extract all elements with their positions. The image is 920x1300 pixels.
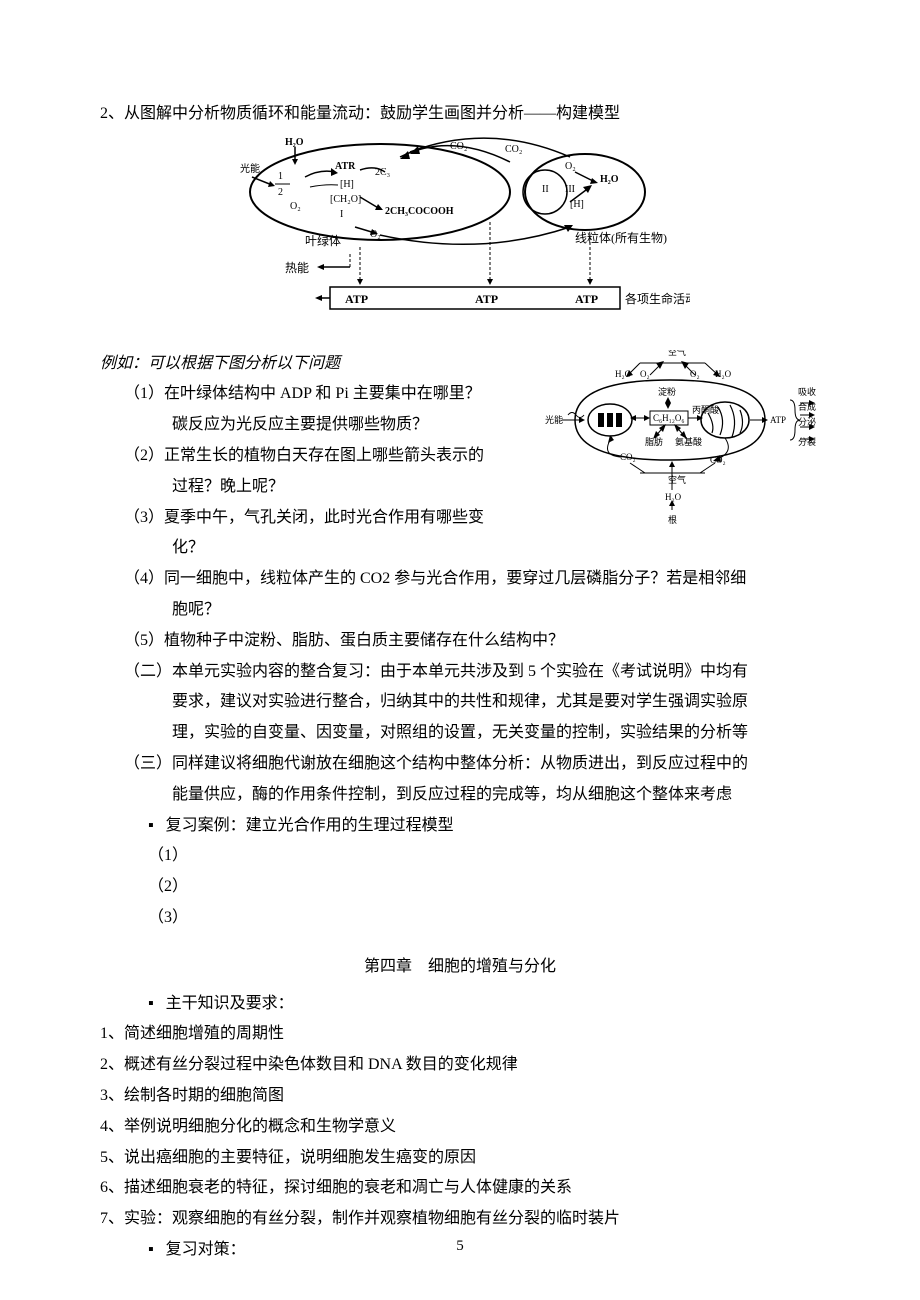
svg-text:叶绿体: 叶绿体 — [305, 233, 341, 248]
q3b: 化？ — [100, 534, 820, 563]
svg-text:2: 2 — [278, 187, 283, 198]
svg-text:H₂O: H₂O — [665, 492, 682, 502]
ch4-i2: 2、概述有丝分裂过程中染色体数目和 DNA 数目的变化规律 — [100, 1051, 820, 1080]
svg-text:ATP: ATP — [575, 292, 598, 306]
ch4-i1: 1、简述细胞增殖的周期性 — [100, 1020, 820, 1049]
svg-text:O₂: O₂ — [565, 161, 576, 172]
svg-text:线粒体(所有生物): 线粒体(所有生物) — [575, 230, 667, 245]
q4a: （4）同一细胞中，线粒体产生的 CO2 参与光合作用，要穿过几层磷脂分子？若是相… — [100, 565, 820, 594]
svg-text:C₆H₁₂O₆: C₆H₁₂O₆ — [653, 413, 685, 423]
svg-text:光能: 光能 — [240, 162, 260, 175]
page-number: 5 — [456, 1233, 464, 1260]
ch4-i5: 5、说出癌细胞的主要特征，说明细胞发生癌变的原因 — [100, 1144, 820, 1173]
svg-text:1: 1 — [278, 171, 283, 182]
svg-text:O₂: O₂ — [290, 201, 301, 212]
sub2c: 理，实验的自变量、因变量，对照组的设置，无关变量的控制，实验结果的分析等 — [100, 719, 820, 748]
sub3a: （三）同样建议将细胞代谢放在细胞这个结构中整体分析：从物质进出，到反应过程中的 — [100, 750, 820, 779]
svg-text:空气: 空气 — [668, 474, 686, 485]
svg-text:淀粉: 淀粉 — [658, 386, 676, 397]
svg-text:ATP: ATP — [345, 292, 368, 306]
svg-text:O₂: O₂ — [690, 369, 700, 379]
heading-line: 2、从图解中分析物质循环和能量流动：鼓励学生画图并分析——构建模型 — [100, 100, 820, 129]
svg-text:[CH₂O]: [CH₂O] — [330, 194, 361, 205]
ch4-bullet: 主干知识及要求： — [100, 990, 820, 1019]
svg-text:H₂O: H₂O — [600, 174, 619, 185]
example-section: 空气 H₂O O₂ O₂ H₂O — [100, 350, 820, 658]
svg-text:分裂: 分裂 — [798, 437, 816, 447]
ch4-i6: 6、描述细胞衰老的特征，探讨细胞的衰老和凋亡与人体健康的关系 — [100, 1174, 820, 1203]
svg-text:丙酮酸: 丙酮酸 — [692, 405, 719, 415]
svg-text:光能: 光能 — [545, 414, 563, 425]
case-bullet: 复习案例：建立光合作用的生理过程模型 — [100, 812, 820, 841]
svg-text:CO₂: CO₂ — [450, 141, 467, 152]
sub2b: 要求，建议对实验进行整合，归纳其中的共性和规律，尤其是要对学生强调实验原 — [100, 688, 820, 717]
svg-text:ATR: ATR — [335, 161, 356, 172]
svg-text:氨基酸: 氨基酸 — [675, 436, 702, 447]
svg-text:H₂O: H₂O — [715, 369, 732, 379]
svg-text:[H]: [H] — [340, 179, 354, 190]
case-n3: （3） — [100, 904, 820, 933]
metabolism-diagram: H₂O 光能 1 2 O₂ ATR 2C₃ [H] [CH₂O] I 2CH₃C… — [230, 137, 690, 327]
svg-text:CO₂: CO₂ — [620, 452, 636, 462]
ch4-i7: 7、实验：观察细胞的有丝分裂，制作并观察植物细胞有丝分裂的临时装片 — [100, 1205, 820, 1234]
svg-text:吸收: 吸收 — [798, 386, 816, 397]
svg-text:H₂O: H₂O — [615, 369, 632, 379]
svg-text:2CH₃COCOOH: 2CH₃COCOOH — [385, 206, 454, 217]
svg-text:CO₂: CO₂ — [505, 144, 522, 155]
svg-text:H₂O: H₂O — [285, 137, 304, 148]
svg-text:ATP: ATP — [475, 292, 498, 306]
ch4-i4: 4、举例说明细胞分化的概念和生物学意义 — [100, 1113, 820, 1142]
svg-text:分泌: 分泌 — [798, 416, 816, 427]
diagram2-container: 空气 H₂O O₂ O₂ H₂O — [540, 350, 820, 535]
svg-text:II: II — [542, 184, 549, 195]
svg-text:O₂: O₂ — [640, 369, 650, 379]
case-n2: （2） — [100, 873, 820, 902]
svg-text:空气: 空气 — [668, 350, 686, 357]
svg-text:ATP: ATP — [770, 415, 786, 425]
svg-text:根: 根 — [668, 514, 677, 525]
sub2a: （二）本单元实验内容的整合复习：由于本单元共涉及到 5 个实验在《考试说明》中均… — [100, 658, 820, 687]
svg-text:热能: 热能 — [285, 261, 309, 275]
ch4-i3: 3、绘制各时期的细胞简图 — [100, 1082, 820, 1111]
sub3b: 能量供应，酶的作用条件控制，到反应过程的完成等，均从细胞这个整体来考虑 — [100, 781, 820, 810]
svg-text:各项生命活动: 各项生命活动 — [625, 291, 690, 306]
svg-text:I: I — [340, 209, 343, 220]
svg-text:合成: 合成 — [798, 401, 816, 412]
case-n1: （1） — [100, 842, 820, 871]
diagram1-container: H₂O 光能 1 2 O₂ ATR 2C₃ [H] [CH₂O] I 2CH₃C… — [100, 137, 820, 338]
svg-text:III: III — [565, 184, 575, 195]
chapter4-title: 第四章 细胞的增殖与分化 — [100, 953, 820, 982]
q4b: 胞呢？ — [100, 596, 820, 625]
q5: （5）植物种子中淀粉、脂肪、蛋白质主要储存在什么结构中？ — [100, 627, 820, 656]
